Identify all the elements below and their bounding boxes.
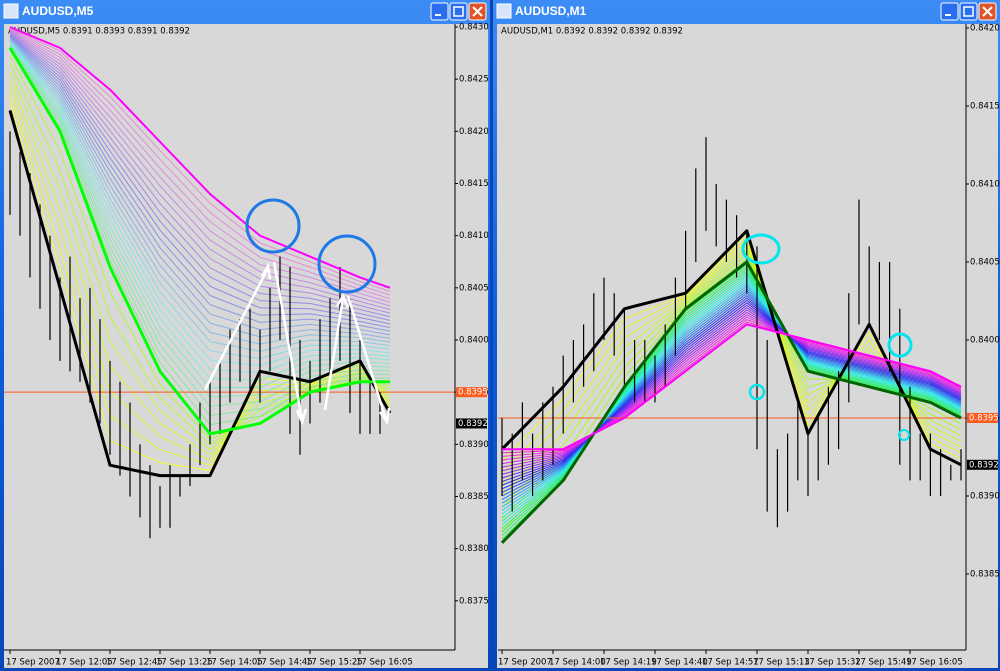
y-tick-label: 0.8385 [970,570,1000,580]
x-tick-label: 17 Sep 15:32 [804,658,861,668]
ribbon-line [9,40,391,359]
y-tick-label: 0.8420 [970,24,1000,34]
price-line-marker [456,387,487,398]
y-tick-label: 0.8400 [459,336,489,346]
annotation-circle [748,383,766,401]
x-tick-label: 17 Sep 14:40 [651,658,708,668]
ribbon-line [9,71,391,451]
x-tick-label: 17 Sep 14:00 [549,658,606,668]
ribbon-line [9,28,391,300]
chart-area [497,24,998,668]
ribbon-line [9,86,391,461]
bid-label: 0.8392 [969,460,999,470]
annotation-circle [245,198,301,254]
ribbon-line [9,27,391,292]
x-tick-label: 17 Sep 13:25 [156,658,213,668]
ribbon-line [9,39,391,352]
x-tick-label: 17 Sep 15:49 [855,658,912,668]
y-tick-label: 0.8415 [459,179,489,189]
ribbon-line [9,36,391,332]
price-line-marker [967,413,998,423]
chart-info: AUDUSD,M1 0.8392 0.8392 0.8392 0.8392 [501,27,683,37]
maximize-button[interactable] [959,2,978,21]
moving-average [500,229,962,467]
window-icon [496,3,512,19]
annotation-circle [898,429,910,441]
bid-marker [456,418,487,429]
ribbon-line [9,102,391,471]
minimize-button[interactable] [940,2,959,21]
moving-average [8,47,390,436]
y-tick-label: 0.8420 [459,127,489,137]
y-tick-label: 0.8410 [970,180,1000,190]
y-tick-label: 0.8390 [970,492,1000,502]
plot [4,26,455,539]
x-tick-label: 17 Sep 14:19 [600,658,657,668]
x-tick-label: 17 Sep 12:05 [56,658,113,668]
y-tick-label: 0.8385 [459,492,489,502]
y-tick-label: 0.8415 [970,102,1000,112]
bid-label: 0.8392 [458,419,488,429]
window: AUDUSD,M5 AUDUSD,M5 0.8391 0.8393 0.8391… [0,0,490,671]
y-tick-label: 0.8380 [459,544,489,554]
annotation-circle [317,234,377,294]
y-tick-label: 0.8405 [459,283,489,293]
ribbon-line [9,37,391,336]
annotation-circle [741,233,781,265]
x-tick-label: 17 Sep 15:25 [306,658,363,668]
x-tick-label: 17 Sep 12:45 [106,658,163,668]
y-tick-label: 0.8390 [459,440,489,450]
maximize-button[interactable] [449,2,468,21]
moving-average [9,26,391,289]
ribbon-line [9,29,391,303]
minimize-button[interactable] [430,2,449,21]
x-tick-label: 17 Sep 14:57 [702,658,759,668]
x-tick-label: 17 Sep 2007 [6,658,60,668]
window: AUDUSD,M1 AUDUSD,M1 0.8392 0.8392 0.8392… [493,0,1000,671]
chart-info: AUDUSD,M5 0.8391 0.8393 0.8391 0.8392 [8,27,190,37]
ribbon-line [9,37,391,339]
y-tick-label: 0.8410 [459,231,489,241]
x-tick-label: 17 Sep 14:45 [256,658,313,668]
plot [498,137,966,544]
moving-average [500,260,962,544]
y-tick-label: 0.8400 [970,336,1000,346]
price-line-label: 0.8395 [969,414,999,424]
y-tick-label: 0.8375 [459,596,489,606]
y-tick-label: 0.8425 [459,75,489,85]
price-line-label: 0.8395 [458,388,488,398]
y-tick-label: 0.8405 [970,258,1000,268]
chart-area [4,24,488,668]
window-icon [3,3,19,19]
x-tick-label: 17 Sep 2007 [498,658,552,668]
ribbon-line [9,41,391,367]
ribbon-line [9,41,391,374]
annotation-arrows [203,261,391,426]
ribbon-line [9,34,391,325]
moving-average [502,323,962,451]
x-tick-label: 17 Sep 16:05 [356,658,413,668]
x-tick-label: 17 Sep 14:05 [206,658,263,668]
ribbon-line [9,38,391,345]
bid-marker [967,459,998,470]
moving-average [8,110,392,478]
annotation-circle [887,332,913,358]
x-tick-label: 17 Sep 15:13 [753,658,810,668]
window-title: AUDUSD,M1 [515,4,587,18]
window-title: AUDUSD,M5 [22,4,94,18]
ribbon-line [9,33,391,318]
ribbon-line [9,28,391,296]
x-tick-label: 17 Sep 16:05 [906,658,963,668]
ribbon-line [9,33,391,321]
ribbon-line [9,35,391,329]
y-tick-label: 0.8430 [459,23,489,33]
annotations [203,198,913,441]
